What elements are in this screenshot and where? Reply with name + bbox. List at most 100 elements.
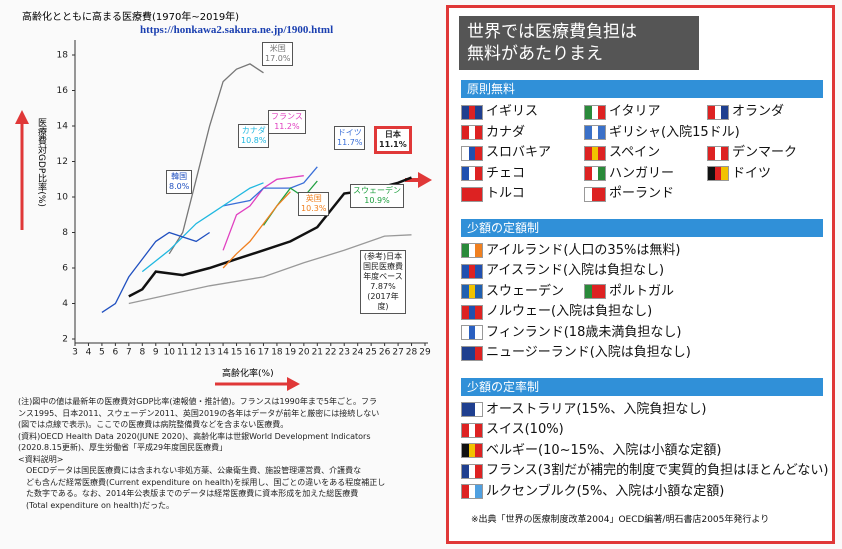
country-item: ポルトガル (584, 284, 674, 300)
flag-stripe (468, 326, 476, 339)
flag-stripe (714, 105, 722, 119)
flag-stripe (462, 485, 469, 498)
country-item: スイス(10%) (461, 422, 564, 438)
flag-stripe (462, 105, 469, 119)
x-tick-label: 15 (231, 348, 242, 358)
flag-stripe (721, 146, 729, 160)
flag-stripe (468, 403, 476, 416)
title: 高齢化とともに高まる医療費(1970年~2019年) (22, 12, 240, 23)
flag-stripe (708, 167, 715, 180)
flag-stripe (598, 167, 606, 180)
series-value-label: 10.8% (241, 136, 267, 145)
y-tick-label: 4 (62, 299, 68, 309)
country-name: デンマーク (732, 145, 798, 160)
flag-stripe (585, 126, 592, 139)
series-name: 韓国 (171, 172, 188, 181)
country-item: ノルウェー(入院は負担なし) (461, 304, 652, 320)
country-item: チェコ (461, 166, 525, 182)
country-name: オランダ (732, 104, 785, 119)
series-value-label: 11.2% (274, 122, 300, 131)
series-callout: カナダ 10.8% (238, 124, 270, 148)
flag-stripe (585, 146, 592, 160)
country-name: ノルウェー(入院は負担なし) (486, 304, 653, 319)
flag (461, 484, 483, 499)
flag (461, 145, 483, 161)
y-tick-label: 10 (57, 193, 69, 203)
flag-stripe (468, 167, 476, 180)
x-tick-label: 25 (365, 348, 376, 358)
flag-stripe (714, 146, 722, 160)
source: ※出典「世界の医療制度改革2004」OECD編著/明石書店2005年発行より (471, 515, 770, 525)
x-tick-label: 16 (244, 348, 256, 358)
flag (584, 145, 606, 161)
panel-title-line: 無料があたりまえ (467, 44, 603, 64)
country-name: トルコ (486, 186, 525, 201)
note-line: (注)図中の値は最新年の医療費対GDP比率(速報値・推計値)。フランスは1990… (18, 397, 377, 406)
series-line (168, 63, 264, 255)
series-line (222, 166, 318, 207)
y-tick-label: 14 (57, 122, 69, 132)
flag-stripe (475, 464, 483, 478)
x-tick-label: 12 (190, 348, 201, 358)
series-name: カナダ (241, 126, 266, 135)
y-tick-label: 6 (62, 264, 68, 274)
flag-stripe (598, 126, 606, 139)
flag-stripe (468, 346, 476, 360)
series-name: フランス (271, 112, 303, 121)
x-tick-label: 3 (72, 348, 78, 358)
flag (707, 145, 729, 161)
section-heading: 少額の定率制 (461, 377, 823, 396)
country-item: フィンランド(18歳未満負担なし) (461, 325, 681, 341)
country-item: デンマーク (707, 145, 797, 161)
flag-stripe (475, 167, 483, 180)
flag-stripe (585, 285, 592, 298)
flag-stripe (468, 464, 476, 478)
x-tick-label: 17 (258, 348, 269, 358)
x-tick-label: 28 (406, 348, 418, 358)
note-line: た数字である。なお、2014年公表版までのデータは経常医療費に資本形成を加えた総… (26, 489, 359, 498)
x-tick-label: 7 (126, 348, 132, 358)
flag (584, 166, 606, 181)
country-item: ハンガリー (584, 166, 674, 182)
flag (461, 166, 483, 181)
series-value-label: 11.1% (379, 140, 407, 149)
x-tick-label: 8 (139, 348, 145, 358)
country-item: イギリス (461, 104, 538, 120)
x-tick-label: 19 (285, 348, 297, 358)
flag-stripe (721, 105, 729, 119)
flag-stripe (598, 146, 606, 160)
x-tick-label: 13 (204, 348, 215, 358)
flag (461, 243, 483, 258)
flag-stripe (591, 105, 599, 119)
series-name: スウェーデン (353, 186, 401, 195)
flag-stripe (475, 105, 483, 119)
section-heading: 少額の定額制 (461, 218, 823, 237)
flag-stripe (462, 326, 469, 339)
country-name: ルクセンブルク(5%、入院は小額な定額) (486, 483, 725, 499)
x-arrow-head (287, 377, 300, 391)
flag-stripe (708, 105, 715, 119)
flag-stripe (591, 146, 599, 160)
country-name: アイスランド(入院は負担なし) (486, 263, 665, 278)
flag-stripe (475, 346, 483, 360)
x-tick-label: 21 (312, 348, 323, 358)
country-item: スペイン (584, 145, 660, 161)
flag-stripe (475, 285, 483, 298)
flag-stripe (475, 485, 483, 498)
country-name: チェコ (486, 165, 526, 181)
x-tick-label: 18 (271, 348, 283, 358)
flag-stripe (468, 305, 476, 319)
section-heading: 原則無料 (461, 80, 823, 98)
series-callout: 韓国 8.0% (166, 170, 193, 194)
country-item: カナダ (461, 125, 525, 141)
note-line: ンス1995、日本2011、スウェーデン2011、英国2019の各年はデータが前… (18, 408, 380, 418)
country-item: オーストラリア(15%、入院負担なし) (461, 402, 706, 418)
flag (584, 284, 606, 299)
flag-stripe (585, 187, 592, 201)
country-item: トルコ (461, 186, 525, 202)
x-tick-label: 29 (419, 348, 431, 358)
flag-stripe (462, 444, 469, 457)
country-name: ギリシャ(入院15ドル) (609, 124, 740, 140)
flag-stripe (468, 423, 476, 437)
country-name: アイルランド(人口の35%は無料) (486, 242, 681, 258)
